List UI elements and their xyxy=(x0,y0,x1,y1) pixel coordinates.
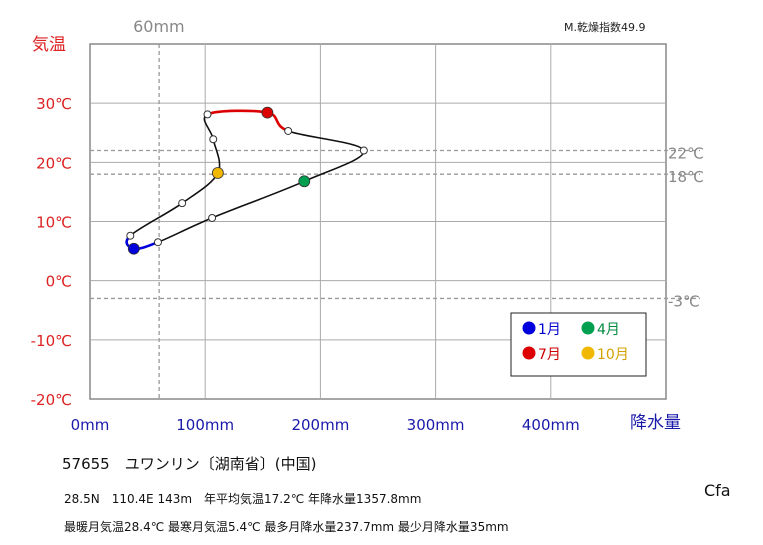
data-point-month-6 xyxy=(284,126,293,135)
data-point-month-5 xyxy=(359,146,368,155)
data-point-month-2 xyxy=(153,238,162,247)
legend-marker-jan xyxy=(522,321,536,335)
data-point-month-11 xyxy=(178,199,187,208)
y-axis-label: 気温 xyxy=(32,35,66,55)
y-tick-label: 10℃ xyxy=(36,214,72,232)
data-point-month-3 xyxy=(208,213,217,222)
legend-marker-oct xyxy=(581,346,595,360)
legend-label-jul: 7月 xyxy=(538,347,561,363)
reference-lines: 60mm 22℃ 18℃ -3℃ xyxy=(90,17,704,399)
ref-label-minus3c: -3℃ xyxy=(668,292,700,310)
series-segment-3-4 xyxy=(211,180,305,219)
ref-label-60mm: 60mm xyxy=(133,17,185,36)
legend: 1月 4月 7月 10月 xyxy=(510,312,647,377)
grid xyxy=(90,44,666,399)
y-tick-label: -10℃ xyxy=(31,332,72,350)
y-tick-label: 20℃ xyxy=(36,154,72,172)
ref-label-22c: 22℃ xyxy=(668,145,704,163)
x-tick-label: 0mm xyxy=(71,416,110,434)
x-tick-label: 300mm xyxy=(407,416,465,434)
data-point-month-1 xyxy=(127,242,140,255)
legend-label-jan: 1月 xyxy=(538,322,561,338)
legend-marker-apr xyxy=(581,321,595,335)
data-point-month-4 xyxy=(298,175,311,188)
x-tick-label: 400mm xyxy=(522,416,580,434)
aridity-label: M.乾燥指数49.9 xyxy=(564,20,645,34)
data-point-month-12 xyxy=(126,231,135,240)
ref-label-18c: 18℃ xyxy=(668,168,704,186)
legend-label-oct: 10月 xyxy=(597,347,629,363)
tick-labels: 0mm 100mm 200mm 300mm 400mm -20℃ -10℃ 0℃ 10℃ 20℃ 3… xyxy=(31,95,580,434)
y-tick-label: 0℃ xyxy=(46,273,72,291)
y-tick-label: 30℃ xyxy=(36,95,72,113)
climate-summary-line-2: 最暖月気温28.4℃ 最寒月気温5.4℃ 最多月降水量237.7mm 最少月降水… xyxy=(64,520,509,534)
legend-label-apr: 4月 xyxy=(597,322,620,338)
data-point-month-8 xyxy=(203,110,212,119)
x-axis-label: 降水量 xyxy=(630,413,681,433)
koppen-class: Cfa xyxy=(704,481,731,500)
data-point-month-9 xyxy=(209,135,218,144)
x-tick-label: 100mm xyxy=(176,416,234,434)
legend-marker-jul xyxy=(522,346,536,360)
climate-summary-line-1: 28.5N 110.4E 143m 年平均気温17.2℃ 年降水量1357.8m… xyxy=(64,492,422,506)
series-points xyxy=(126,106,368,255)
data-point-month-10 xyxy=(211,167,224,179)
y-tick-label: -20℃ xyxy=(31,391,72,409)
station-title: 57655 ユワンリン〔湖南省〕(中国) xyxy=(62,455,317,473)
data-point-month-7 xyxy=(261,106,274,119)
x-tick-label: 200mm xyxy=(291,416,349,434)
